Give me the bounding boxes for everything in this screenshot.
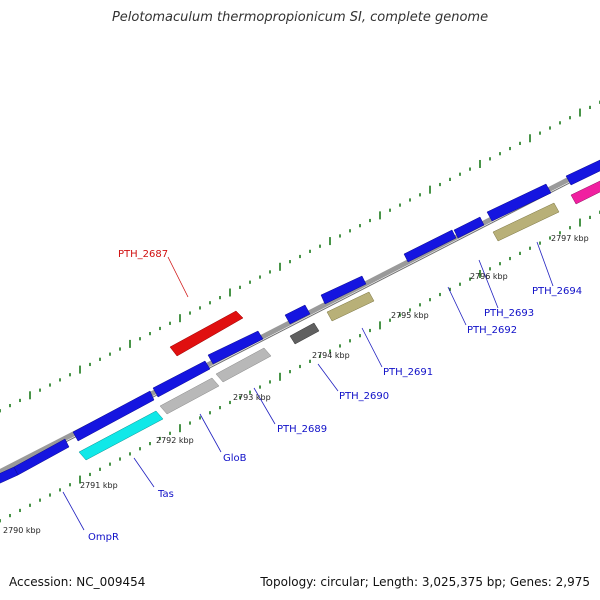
gene-label-pth-2692[interactable]: PTH_2692	[467, 325, 517, 336]
leader-line-red	[167, 256, 189, 298]
gene-pth-2689[interactable]	[215, 347, 272, 383]
dotted-ticks	[0, 100, 600, 523]
gene-label-pth-2694[interactable]: PTH_2694	[532, 286, 582, 297]
gene-blue-6[interactable]	[320, 275, 367, 305]
accession-text: Accession: NC_009454	[9, 575, 146, 589]
gene-label-pth-2690[interactable]: PTH_2690	[339, 391, 389, 402]
gene-tas[interactable]	[78, 410, 164, 461]
kbp-label: 2792 kbp	[156, 436, 194, 445]
gene-pth-2694[interactable]	[492, 202, 560, 242]
gene-blue-1[interactable]	[13, 438, 70, 476]
kbp-label: 2791 kbp	[80, 481, 118, 490]
kbp-label: 2795 kbp	[391, 311, 429, 320]
gene-label-pth-2693[interactable]: PTH_2693	[484, 308, 534, 319]
gene-pth-2690[interactable]	[289, 322, 320, 345]
kbp-label: 2797 kbp	[551, 234, 589, 243]
gene-blue-5[interactable]	[284, 304, 311, 325]
kbp-label: 2793 kbp	[233, 393, 271, 402]
kbp-label: 2794 kbp	[312, 351, 350, 360]
gene-label-omp-r[interactable]: OmpR	[88, 532, 119, 543]
gene-pth-2691[interactable]	[326, 291, 375, 322]
gene-blue-9[interactable]	[486, 183, 552, 222]
kbp-label: 2790 kbp	[3, 526, 41, 535]
gene-blue-8[interactable]	[453, 216, 485, 239]
gene-blue-10[interactable]	[565, 159, 600, 186]
gene-label-pth-2691[interactable]: PTH_2691	[383, 367, 433, 378]
gene-label-pth-2689[interactable]: PTH_2689	[277, 424, 327, 435]
gene-label-glo-b[interactable]: GloB	[223, 453, 247, 464]
kbp-label: 2796 kbp	[470, 272, 508, 281]
leader-lines	[62, 241, 554, 531]
gene-blue-4[interactable]	[207, 330, 264, 365]
genome-summary-text: Topology: circular; Length: 3,025,375 bp…	[260, 575, 590, 589]
map-title: Pelotomaculum thermopropionicum SI, comp…	[111, 10, 489, 25]
gene-label-tas[interactable]: Tas	[157, 489, 174, 500]
gene-glo-b[interactable]	[159, 377, 220, 415]
gene-pink[interactable]	[570, 180, 600, 205]
gene-blue-7[interactable]	[403, 229, 457, 263]
gene-blue-2[interactable]	[72, 390, 155, 442]
gene-pth-2687[interactable]	[169, 310, 244, 357]
gene-blue-3[interactable]	[152, 360, 211, 398]
gene-label-pth-2687[interactable]: PTH_2687	[118, 249, 168, 260]
